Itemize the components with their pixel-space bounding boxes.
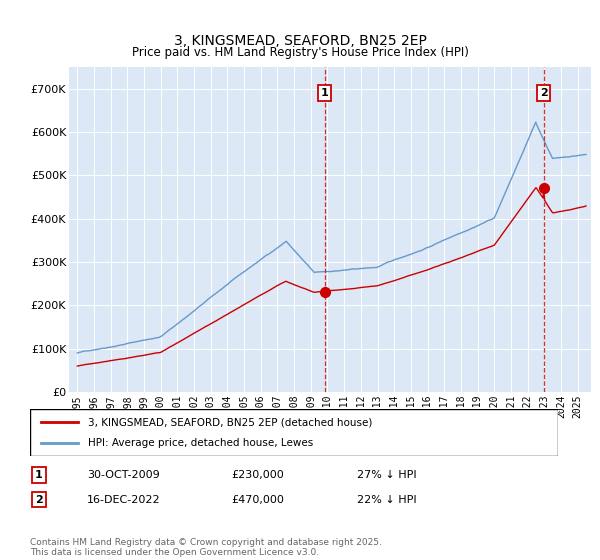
Text: Price paid vs. HM Land Registry's House Price Index (HPI): Price paid vs. HM Land Registry's House … — [131, 46, 469, 59]
Text: £470,000: £470,000 — [231, 494, 284, 505]
Text: 2: 2 — [35, 494, 43, 505]
Text: 22% ↓ HPI: 22% ↓ HPI — [357, 494, 416, 505]
FancyBboxPatch shape — [30, 409, 558, 456]
Text: 2: 2 — [540, 88, 548, 98]
Text: HPI: Average price, detached house, Lewes: HPI: Average price, detached house, Lewe… — [88, 438, 313, 448]
Text: £230,000: £230,000 — [231, 470, 284, 480]
Text: Contains HM Land Registry data © Crown copyright and database right 2025.
This d: Contains HM Land Registry data © Crown c… — [30, 538, 382, 557]
Text: 1: 1 — [35, 470, 43, 480]
Text: 27% ↓ HPI: 27% ↓ HPI — [357, 470, 416, 480]
Text: 16-DEC-2022: 16-DEC-2022 — [87, 494, 161, 505]
Text: 30-OCT-2009: 30-OCT-2009 — [87, 470, 160, 480]
Text: 3, KINGSMEAD, SEAFORD, BN25 2EP: 3, KINGSMEAD, SEAFORD, BN25 2EP — [173, 34, 427, 48]
Text: 1: 1 — [321, 88, 329, 98]
Text: 3, KINGSMEAD, SEAFORD, BN25 2EP (detached house): 3, KINGSMEAD, SEAFORD, BN25 2EP (detache… — [88, 417, 373, 427]
